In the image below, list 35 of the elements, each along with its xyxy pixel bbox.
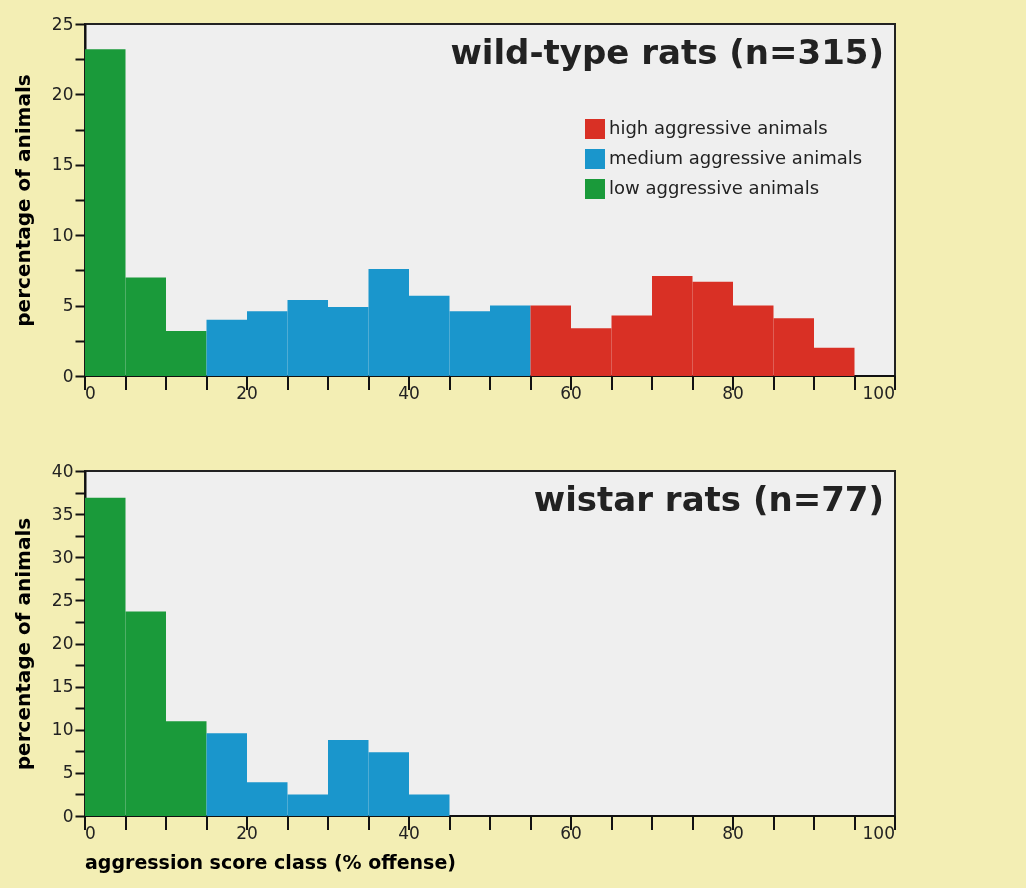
y-tick-label: 20 [51,633,74,653]
legend-label: high aggressive animals [609,117,828,138]
x-tick-label: 80 [722,823,744,843]
y-tick-label: 5 [62,295,74,316]
x-tick-label: 20 [236,383,258,403]
x-tick-label: 80 [722,383,744,403]
x-tick-label: 60 [560,383,582,403]
y-tick-label: 10 [51,719,74,740]
y-tick-label: 10 [51,224,74,245]
y-tick-label: 20 [51,83,74,104]
legend-label: low aggressive animals [609,177,820,198]
x-tick-label: 0 [85,823,96,843]
y-tick-label: 40 [51,460,74,481]
x-tick-label: 20 [236,823,258,843]
x-axis-title: aggression score class (% offense) [85,851,457,873]
y-tick-label: 5 [62,762,74,783]
y-tick-label: 15 [51,154,74,175]
y-tick-label: 15 [51,676,74,697]
y-axis-title: percentage of animals [10,517,35,771]
x-tick-label: 100 [862,823,895,843]
chart-title: wistar rats (n=77) [533,479,884,519]
y-tick-label: 0 [62,805,74,826]
x-tick-label: 0 [85,383,96,403]
legend-label: medium aggressive animals [609,147,863,168]
y-tick-label: 25 [51,13,74,34]
x-tick-label: 100 [862,383,895,403]
y-tick-label: 30 [51,546,74,567]
y-axis-title: percentage of animals [10,74,35,327]
y-tick-label: 25 [51,589,74,610]
y-tick-label: 35 [51,503,74,524]
x-tick-label: 60 [560,823,582,843]
x-tick-label: 40 [398,383,420,403]
y-tick-label: 0 [62,365,74,386]
chart-title: wild-type rats (n=315) [450,32,884,72]
x-tick-label: 40 [398,823,420,843]
